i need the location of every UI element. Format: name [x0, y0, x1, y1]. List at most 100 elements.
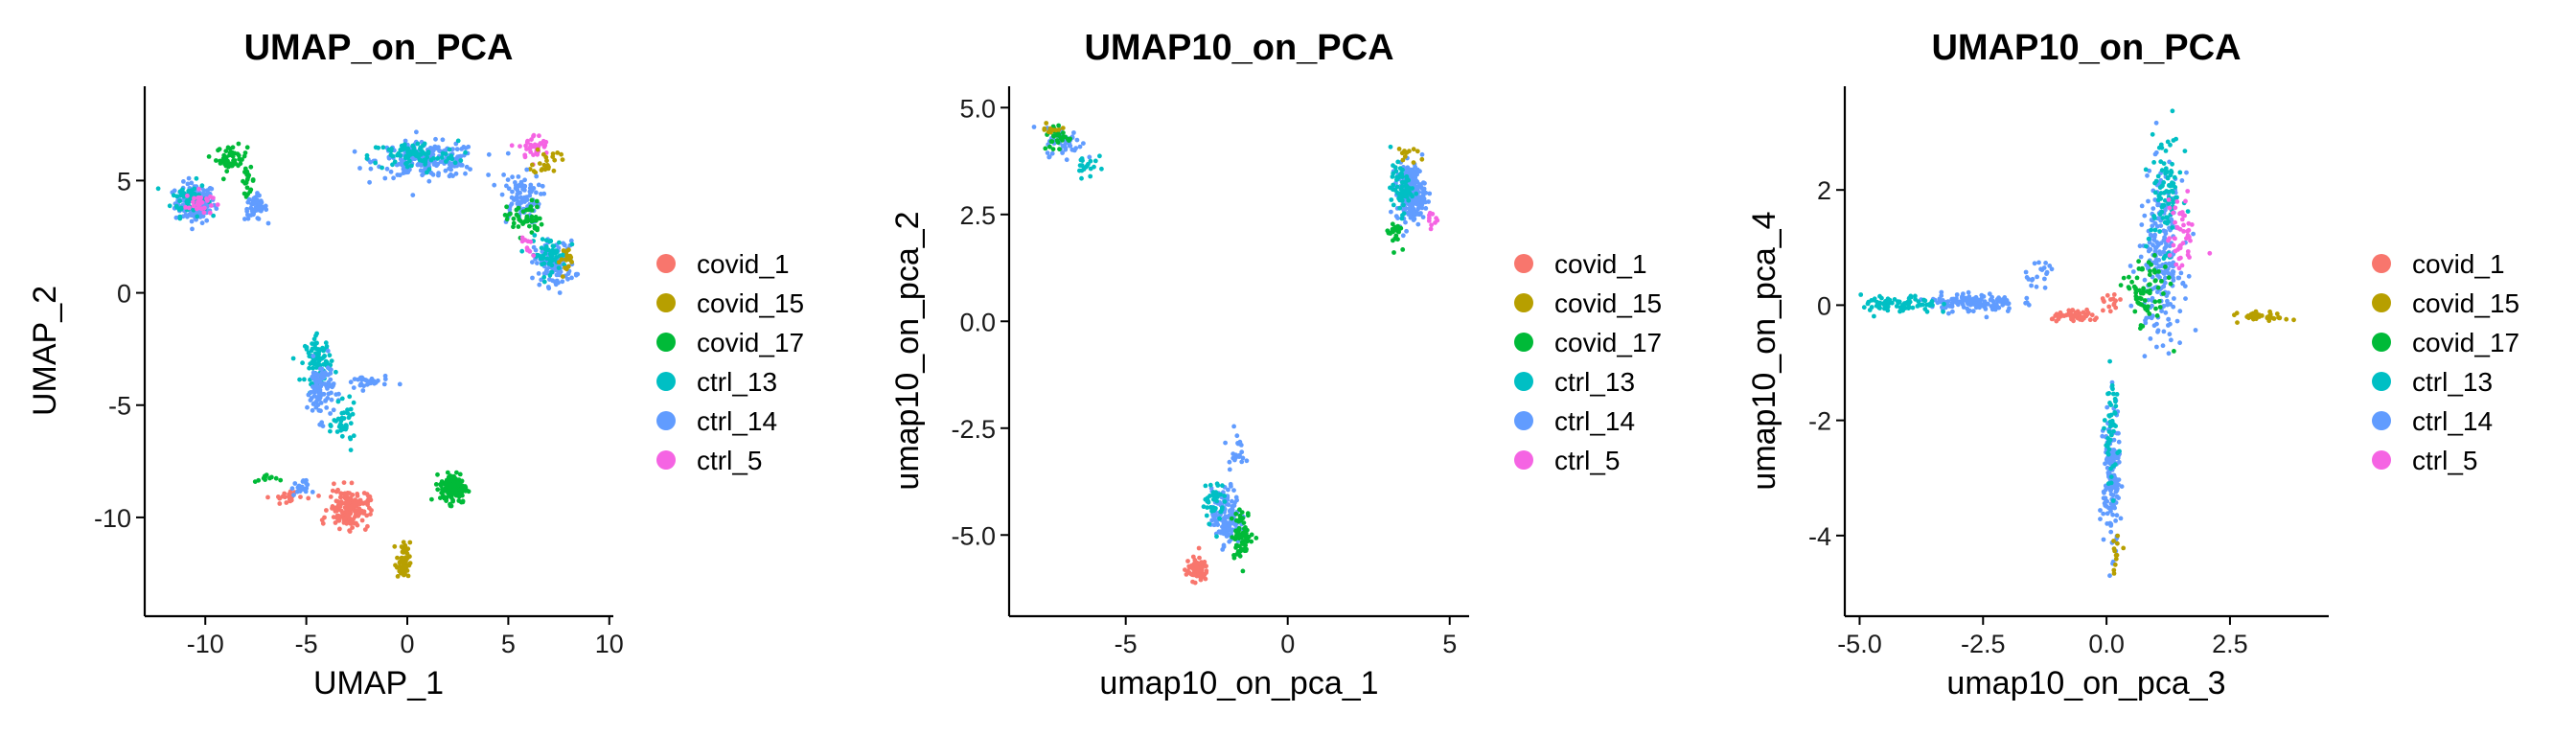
data-point: [1245, 511, 1251, 517]
data-point: [527, 193, 533, 198]
data-point: [543, 270, 549, 276]
data-point: [1990, 303, 1996, 309]
data-point: [444, 483, 448, 489]
data-point: [447, 147, 452, 152]
data-point: [1233, 511, 1239, 517]
data-point: [348, 406, 354, 412]
data-point: [1419, 156, 1425, 162]
data-point: [2277, 315, 2283, 321]
data-point: [2085, 310, 2091, 315]
data-point: [2177, 340, 2183, 346]
data-point: [1049, 150, 1055, 156]
data-point: [539, 168, 544, 173]
data-point: [1426, 218, 1432, 223]
data-point: [1960, 294, 1966, 300]
data-point: [245, 199, 251, 205]
legend-swatch: [2372, 372, 2391, 391]
data-point: [248, 187, 254, 193]
data-point: [407, 151, 412, 157]
data-point: [313, 371, 319, 377]
data-point: [553, 282, 559, 288]
data-point: [1205, 498, 1210, 504]
data-point: [1967, 299, 1973, 305]
data-point: [320, 520, 326, 526]
data-point: [2150, 131, 2155, 137]
data-point: [2137, 295, 2143, 301]
data-point: [364, 156, 370, 161]
data-point: [520, 221, 525, 227]
data-point: [181, 179, 186, 184]
data-point: [444, 495, 449, 501]
data-point: [2042, 276, 2047, 282]
data-point: [2165, 215, 2171, 220]
data-point: [2007, 306, 2012, 311]
data-point: [1419, 151, 1425, 157]
data-point: [2133, 293, 2139, 299]
panel-umap-on-pca: UMAP_on_PCA -10 -5 0 5 10 -10 -5 0 5 UMAP_1 UMAP…: [27, 28, 804, 702]
data-point: [2163, 243, 2169, 249]
data-point: [502, 213, 508, 218]
data-point: [1240, 455, 1246, 461]
data-point: [265, 494, 270, 500]
data-point: [366, 494, 371, 499]
data-point: [1404, 168, 1410, 172]
data-point: [1071, 130, 1076, 135]
data-point: [2166, 197, 2172, 202]
data-point: [2107, 309, 2113, 314]
data-point: [1230, 511, 1235, 517]
data-point: [1204, 564, 1208, 569]
data-point: [448, 167, 453, 172]
data-point: [439, 155, 445, 160]
data-point: [376, 145, 381, 150]
data-point: [2153, 306, 2158, 311]
data-point: [528, 182, 534, 188]
data-point: [335, 513, 341, 518]
data-point: [2159, 279, 2164, 284]
y-tick-label: -2: [1808, 407, 1831, 436]
data-point: [305, 404, 310, 410]
data-point: [2108, 474, 2114, 479]
data-point: [380, 165, 384, 171]
legend-label: ctrl_13: [1554, 367, 1635, 397]
data-point: [1234, 433, 1240, 439]
data-point: [2150, 223, 2155, 229]
data-point: [2152, 269, 2158, 275]
data-point: [422, 157, 427, 163]
x-tick-label: 0: [400, 630, 414, 658]
legend-swatch: [1514, 372, 1533, 391]
data-point: [2148, 336, 2153, 341]
data-point: [559, 151, 564, 157]
data-point: [1099, 166, 1104, 172]
data-point: [191, 199, 196, 205]
data-point: [1973, 305, 1979, 310]
data-point: [1043, 146, 1048, 151]
data-point: [2167, 262, 2173, 266]
data-point: [2101, 308, 2105, 313]
data-point: [1077, 168, 1082, 173]
data-point: [2166, 316, 2172, 322]
data-point: [347, 529, 353, 534]
data-point: [531, 152, 536, 158]
data-point: [2176, 265, 2182, 271]
data-point: [2106, 304, 2112, 310]
data-point: [329, 397, 334, 402]
data-point: [347, 394, 353, 400]
data-point: [1883, 299, 1888, 304]
data-point: [2137, 288, 2142, 293]
data-point: [1417, 195, 1423, 199]
data-point: [2108, 492, 2114, 497]
data-point: [404, 160, 409, 166]
data-point: [321, 355, 326, 360]
legend-swatch: [2372, 293, 2391, 312]
data-point: [1398, 195, 1404, 200]
data-point: [2180, 241, 2186, 246]
data-point: [2171, 138, 2176, 143]
data-point: [468, 167, 472, 172]
data-point: [1209, 518, 1214, 523]
data-point: [2164, 293, 2170, 298]
data-point: [1913, 296, 1918, 302]
data-point: [1227, 459, 1232, 465]
data-point: [2178, 255, 2183, 261]
data-point: [1433, 220, 1438, 225]
data-point: [337, 526, 342, 532]
